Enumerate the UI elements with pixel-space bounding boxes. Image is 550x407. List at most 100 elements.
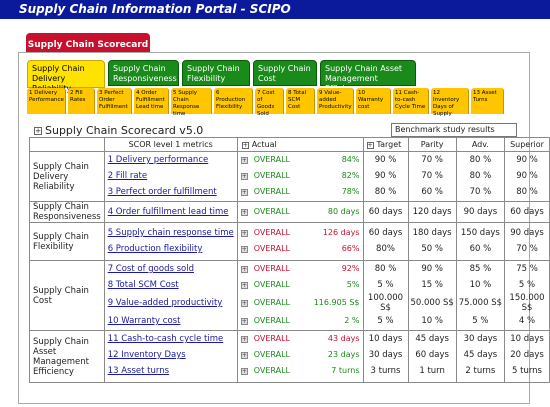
- expand-icon[interactable]: +: [240, 229, 248, 237]
- target-value: 80%: [376, 244, 395, 254]
- expand-icon[interactable]: +: [240, 245, 248, 253]
- parity-value: 90 %: [421, 264, 443, 274]
- adv-value: 2 turns: [465, 366, 496, 376]
- subtab-production-flexibility[interactable]: 6 Production Flexibility: [214, 88, 253, 114]
- expand-icon[interactable]: +: [240, 172, 248, 180]
- parity-cell: 45 days 60 days 1 turn: [407, 330, 457, 383]
- expand-icon[interactable]: +: [240, 265, 248, 273]
- header-actual-text: Actual: [251, 140, 277, 149]
- metric-link[interactable]: 11 Cash-to-cash cycle time: [107, 334, 224, 344]
- overall-label: OVERALL: [253, 298, 291, 307]
- overall-label: OVERALL: [253, 264, 291, 273]
- superior-value: 60 days: [510, 207, 544, 217]
- actual-expand-icon[interactable]: +: [241, 142, 249, 149]
- parity-cell: 90 % 15 % 50.000 S$ 10 %: [407, 260, 457, 331]
- scorecard-title-text: Supply Chain Scorecard v5.0: [45, 124, 204, 137]
- actual-cell: + OVERALL 80 days: [236, 201, 364, 223]
- adv-value: 85 %: [469, 264, 492, 274]
- tab-responsiveness[interactable]: Supply Chain Responsiveness: [108, 60, 179, 86]
- metric-link[interactable]: 5 Supply chain response time: [107, 228, 234, 238]
- subtab-inventory-days[interactable]: 12 Inventory Days of Supply: [431, 88, 469, 117]
- metric-link[interactable]: 9 Value-added productivity: [107, 298, 223, 308]
- superior-cell: 60 days: [504, 201, 550, 223]
- expand-icon[interactable]: +: [240, 188, 248, 196]
- tab-cost[interactable]: Supply Chain Cost: [253, 60, 317, 86]
- subtab-cash-to-cash[interactable]: 11 Cash-to-cash Cycle Time: [393, 88, 429, 114]
- subtab-response-time[interactable]: 5 Supply Chain Response time: [171, 88, 212, 117]
- expand-icon[interactable]: +: [240, 317, 248, 325]
- actual-value: 80 days: [327, 207, 360, 216]
- actual-value: 78%: [341, 187, 360, 196]
- overall-label: OVERALL: [253, 350, 291, 359]
- overall-label: OVERALL: [253, 366, 291, 375]
- target-cell: 80 % 5 % 100.000 S$ 5 %: [362, 260, 409, 331]
- subtab-fill-rates[interactable]: 2 Fill Rates: [68, 88, 95, 114]
- expand-icon[interactable]: +: [240, 367, 248, 375]
- header-empty: [29, 137, 105, 152]
- expand-icon[interactable]: +: [240, 281, 248, 289]
- metric-link[interactable]: 13 Asset turns: [107, 366, 170, 376]
- superior-value: 20 days: [510, 350, 544, 360]
- metric-link[interactable]: 10 Warranty cost: [107, 316, 181, 326]
- tab-asset-management[interactable]: Supply Chain Asset Management Efficiency: [320, 60, 416, 93]
- adv-value: 45 days: [463, 350, 498, 360]
- header-actual: + Actual: [236, 137, 364, 152]
- subtab-warranty-cost[interactable]: 10 Warranty cost: [356, 88, 391, 114]
- target-expand-icon[interactable]: +: [366, 142, 374, 149]
- overall-label: OVERALL: [253, 187, 291, 196]
- overall-label: OVERALL: [253, 171, 291, 180]
- expand-icon[interactable]: +: [240, 351, 248, 359]
- tab-flexibility[interactable]: Supply Chain Flexibility: [182, 60, 250, 86]
- expand-icon[interactable]: +: [34, 127, 42, 135]
- expand-icon[interactable]: +: [240, 208, 248, 216]
- adv-value: 30 days: [463, 334, 498, 344]
- actual-value: 23 days: [327, 350, 360, 359]
- subtab-perfect-order[interactable]: 3 Perfect Order Fulfillment: [97, 88, 132, 114]
- superior-value: 10 days: [510, 334, 544, 344]
- actual-row: + OVERALL 66%: [240, 241, 360, 257]
- category-cell: Supply Chain Cost: [29, 260, 105, 331]
- metric-cell: 4 Order fulfillment lead time: [103, 201, 238, 223]
- subtab-cogs[interactable]: 7 Cost of Goods Sold: [255, 88, 284, 117]
- subtab-delivery-performance[interactable]: 1 Delivery Performance: [27, 88, 66, 114]
- actual-cell: + OVERALL 43 days + OVERALL 23 days + OVERALL…: [236, 330, 364, 383]
- metric-link[interactable]: 1 Delivery performance: [107, 155, 209, 165]
- metric-link[interactable]: 7 Cost of goods sold: [107, 264, 194, 274]
- metric-link[interactable]: 12 Inventory Days: [107, 350, 186, 360]
- benchmark-label: Benchmark study results: [391, 123, 517, 137]
- metric-link[interactable]: 2 Fill rate: [107, 171, 148, 181]
- superior-value: 150.000 S$: [509, 293, 545, 313]
- actual-value: 116.905 S$: [313, 298, 360, 307]
- expand-icon[interactable]: +: [240, 299, 248, 307]
- metric-link[interactable]: 8 Total SCM Cost: [107, 280, 179, 290]
- parity-value: 60 days: [415, 350, 449, 360]
- expand-icon[interactable]: +: [240, 335, 248, 343]
- tab-delivery-reliability[interactable]: Supply Chain Delivery Reliability: [27, 60, 105, 93]
- metric-link[interactable]: 6 Production flexibility: [107, 244, 203, 254]
- actual-row: + OVERALL 84%: [240, 152, 360, 168]
- parity-value: 50.000 S$: [410, 298, 454, 308]
- adv-value: 70 %: [469, 187, 492, 197]
- metric-link[interactable]: 3 Perfect order fulfillment: [107, 187, 217, 197]
- subtab-value-added[interactable]: 9 Value-added Productivity: [317, 88, 354, 114]
- parity-value: 45 days: [415, 334, 449, 344]
- subtab-order-lead-time[interactable]: 4 Order Fulfillment Lead time: [134, 88, 169, 114]
- table-row: Supply Chain Delivery Reliability 1 Deli…: [29, 151, 550, 202]
- subtab-asset-turns[interactable]: 13 Asset Turns: [471, 88, 504, 114]
- target-value: 30 days: [368, 350, 403, 360]
- overall-label: OVERALL: [253, 280, 291, 289]
- header-row: SCOR level 1 metrics + Actual + Target Par…: [29, 137, 550, 152]
- scorecard-table: SCOR level 1 metrics + Actual + Target Par…: [29, 137, 550, 383]
- parity-value: 60 %: [421, 187, 443, 197]
- actual-row: + OVERALL 43 days: [240, 331, 360, 347]
- subtab-total-scm-cost[interactable]: 8 Total SCM Cost: [286, 88, 315, 114]
- superior-value: 5 %: [518, 280, 536, 290]
- target-value: 90 %: [374, 171, 397, 181]
- expand-icon[interactable]: +: [240, 156, 248, 164]
- adv-value: 75.000 S$: [458, 298, 502, 308]
- metric-link[interactable]: 4 Order fulfillment lead time: [107, 207, 229, 217]
- actual-value: 92%: [341, 264, 360, 273]
- target-cell: 60 days 80%: [362, 222, 409, 261]
- metric-cell: 7 Cost of goods sold 8 Total SCM Cost 9 …: [103, 260, 238, 331]
- parity-cell: 180 days 50 %: [407, 222, 457, 261]
